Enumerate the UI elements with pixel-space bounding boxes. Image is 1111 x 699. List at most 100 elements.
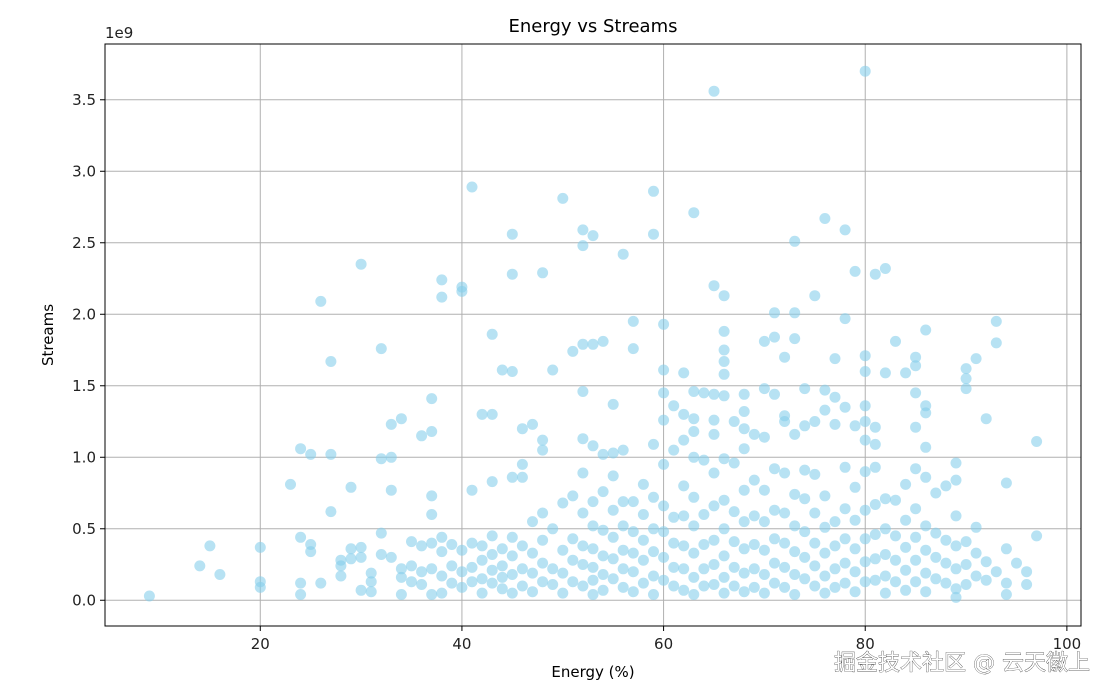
data-point <box>375 453 387 465</box>
data-point <box>486 564 498 576</box>
data-point <box>1021 566 1033 578</box>
data-point <box>809 560 821 572</box>
data-point <box>516 458 528 470</box>
data-point <box>506 471 518 483</box>
data-point <box>769 388 780 400</box>
data-point <box>587 574 599 586</box>
data-point <box>406 536 417 548</box>
data-point <box>295 443 307 455</box>
data-point <box>930 527 942 539</box>
data-point <box>910 387 922 399</box>
data-point <box>769 331 780 343</box>
data-point <box>637 478 649 490</box>
x-tick-label: 80 <box>856 635 875 653</box>
data-point <box>486 530 498 542</box>
data-point <box>779 467 791 479</box>
data-point <box>668 511 680 523</box>
data-point <box>718 344 730 356</box>
y-tick-label: 3.0 <box>72 162 96 180</box>
data-point <box>779 351 791 363</box>
data-point <box>799 526 811 538</box>
data-point <box>577 540 589 552</box>
data-point <box>829 540 841 552</box>
data-point <box>708 85 720 97</box>
data-point <box>506 366 518 377</box>
data-point <box>769 577 780 589</box>
data-point <box>365 567 377 579</box>
data-point <box>325 356 337 367</box>
data-point <box>496 543 508 555</box>
x-axis: 20 40 60 80 100 <box>251 626 1081 653</box>
data-point <box>406 576 417 588</box>
data-point <box>567 533 579 545</box>
data-point <box>789 546 801 558</box>
data-point <box>678 367 690 379</box>
data-point <box>486 476 498 488</box>
data-point <box>950 474 962 486</box>
data-point <box>597 448 609 460</box>
data-point <box>789 333 801 345</box>
data-point <box>799 420 811 432</box>
data-point <box>436 291 448 303</box>
data-point <box>305 546 317 558</box>
data-point <box>194 560 206 572</box>
data-point <box>426 537 438 549</box>
data-point <box>789 235 801 247</box>
data-point <box>527 418 538 430</box>
data-point <box>879 523 891 535</box>
data-point <box>617 248 629 260</box>
data-point <box>890 494 901 506</box>
data-point <box>426 563 438 575</box>
data-point <box>527 567 538 579</box>
data-point <box>426 589 438 600</box>
watermark-text: 掘金技术社区 @ 云天徽上 <box>834 651 1090 676</box>
data-point <box>859 366 871 377</box>
data-point <box>900 564 912 576</box>
data-point <box>859 533 871 545</box>
data-point <box>486 577 498 589</box>
data-point <box>305 448 317 460</box>
data-point <box>930 551 942 563</box>
data-point <box>658 364 670 376</box>
data-point <box>688 386 700 397</box>
data-point <box>678 584 690 596</box>
data-point <box>1000 589 1012 600</box>
data-point <box>698 387 710 399</box>
data-point <box>698 563 710 575</box>
data-point <box>617 520 629 532</box>
data-point <box>466 561 478 573</box>
data-point <box>1031 436 1043 447</box>
data-point <box>285 478 296 490</box>
data-point <box>879 493 891 505</box>
data-point <box>809 537 821 549</box>
data-point <box>900 367 912 379</box>
data-point <box>980 413 992 425</box>
data-point <box>900 541 912 553</box>
data-point <box>355 541 367 553</box>
data-point <box>910 351 922 363</box>
data-point <box>960 383 972 395</box>
data-point <box>547 579 559 590</box>
data-point <box>315 577 327 589</box>
data-point <box>708 579 720 590</box>
data-point <box>708 388 720 400</box>
data-point <box>375 549 387 560</box>
data-point <box>829 418 841 430</box>
data-point <box>688 520 700 532</box>
data-point <box>758 484 770 496</box>
data-point <box>547 563 559 575</box>
data-point <box>819 587 831 599</box>
grid <box>105 44 1081 626</box>
data-point <box>315 295 327 307</box>
data-point <box>416 430 428 442</box>
data-point <box>789 488 801 500</box>
data-point <box>708 534 720 546</box>
data-point <box>466 484 478 496</box>
data-point <box>809 416 821 427</box>
data-point <box>395 589 407 600</box>
data-point <box>819 570 831 582</box>
data-point <box>678 510 690 522</box>
data-point <box>627 547 639 559</box>
